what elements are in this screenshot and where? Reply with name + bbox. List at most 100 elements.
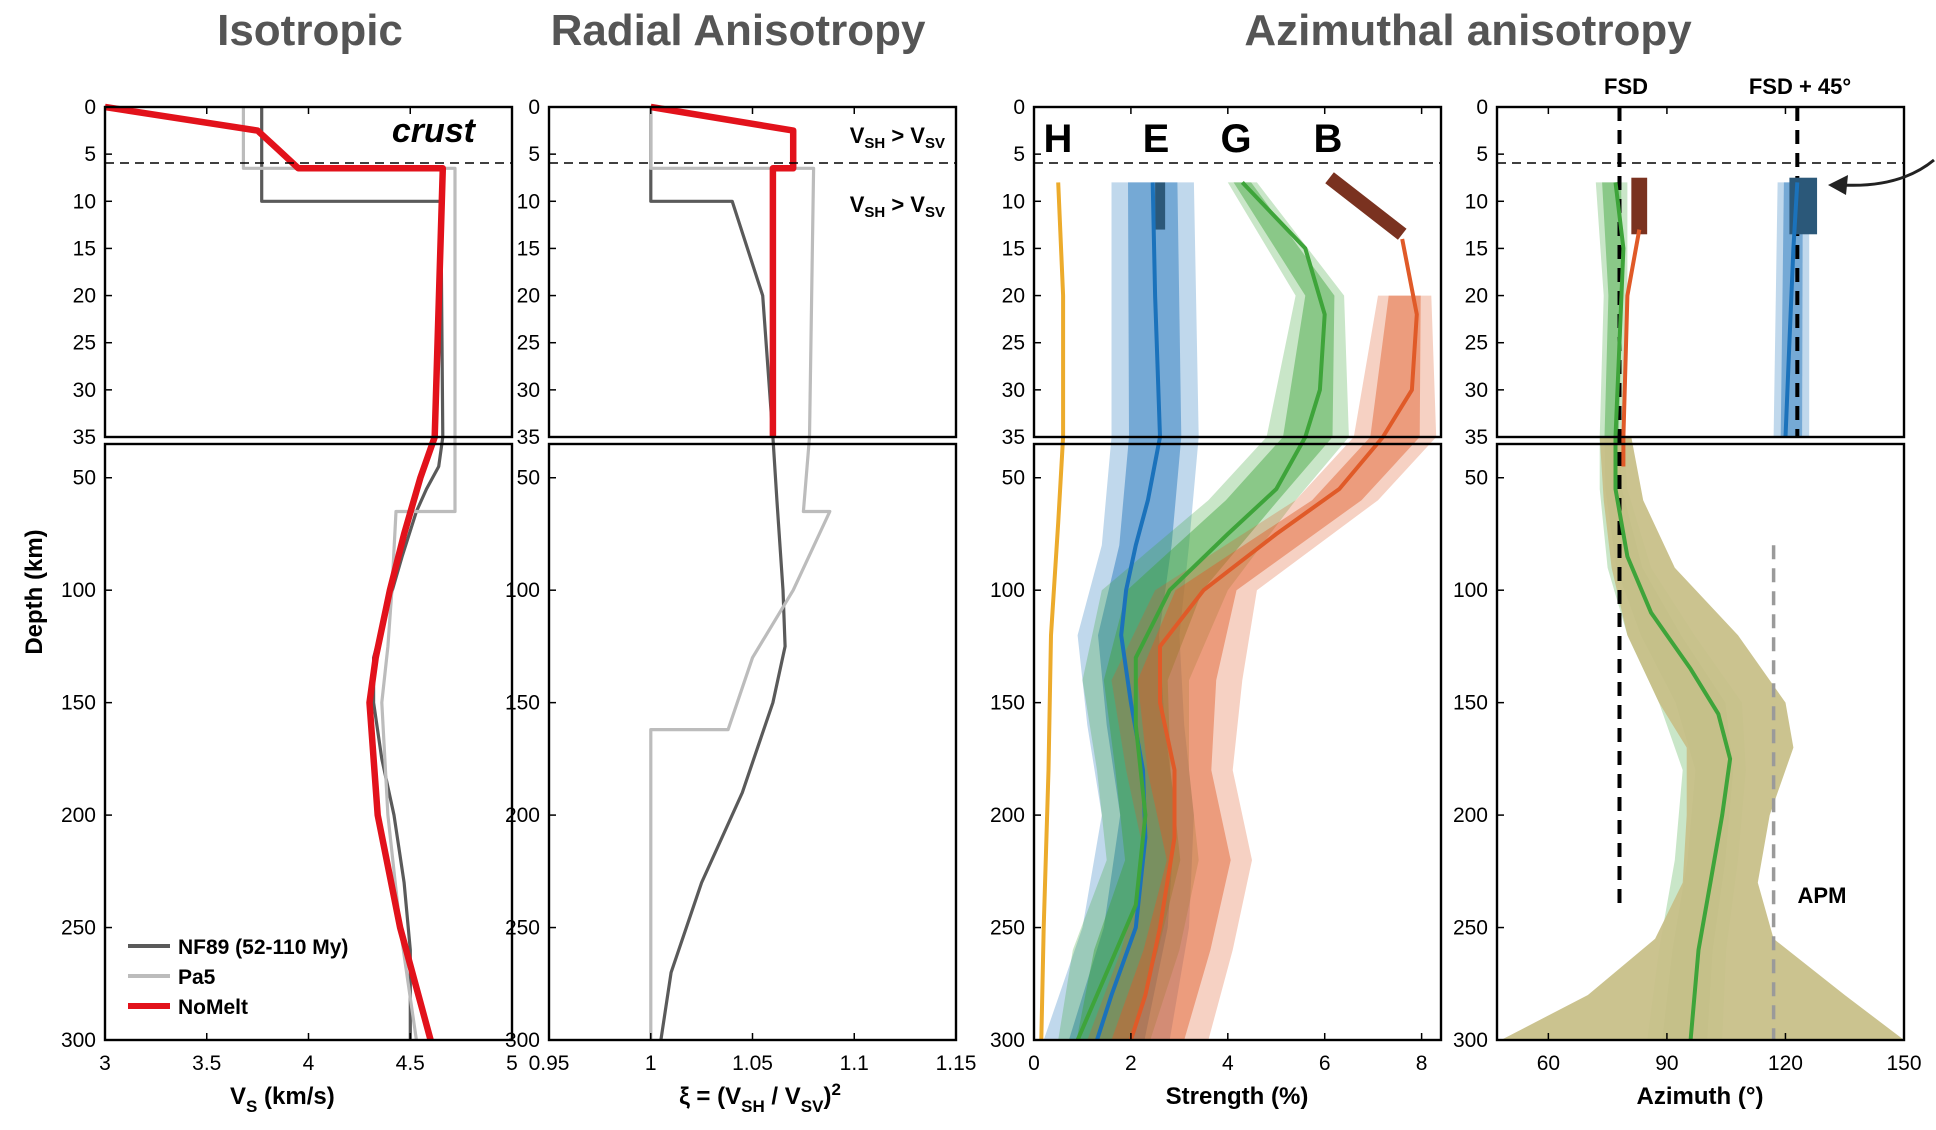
x-tick-label-strength: 4 [1222,1052,1234,1075]
title-radial: Radial Anisotropy [551,6,926,55]
xlabel-strength: Strength (%) [1166,1083,1309,1110]
x-tick-label-isotropic: 5 [506,1052,518,1075]
x-tick-label-radial: 1.15 [936,1052,977,1075]
depth-tick-label-strength: 50 [1002,467,1025,490]
x-tick-label-strength: 8 [1416,1052,1428,1075]
depth-tick-label-strength: 5 [1013,143,1025,166]
depth-tick-label-radial: 15 [517,237,540,260]
x-tick-label-azimuth: 90 [1655,1052,1678,1075]
xlabel-xi: ξ = (VSH / VSV)2 [679,1080,841,1116]
depth-tick-label-radial: 20 [517,285,540,308]
panel-frame-strength-shallow [1032,105,1443,439]
depth-tick-label-radial: 10 [517,190,540,213]
x-tick-label-strength: 6 [1319,1052,1331,1075]
series-line-strength-b [1128,238,1419,1041]
panel-frame-azimuth-deep [1495,442,1906,1042]
x-tick-label-isotropic: 3.5 [192,1052,221,1075]
depth-axis-label: Depth (km) [21,529,48,654]
x-tick-label-isotropic: 4.5 [396,1052,425,1075]
depth-tick-label-azimuth: 50 [1465,467,1488,490]
x-tick-label-azimuth: 60 [1537,1052,1560,1075]
depth-tick-label-azimuth: 5 [1476,143,1488,166]
depth-tick-label-strength: 35 [1002,426,1025,449]
depth-tick-label-radial: 100 [505,579,540,602]
axis-ticks: 0510152025303550100150200250300051015202… [61,96,1922,1075]
legend-label-pa5: Pa5 [178,966,216,989]
legend-label-nf89: NF89 (52-110 My) [178,936,348,959]
legend-label-nomelt: NoMelt [178,996,248,1019]
depth-tick-label-azimuth: 10 [1465,190,1488,213]
depth-tick-label-strength: 30 [1002,379,1025,402]
depth-tick-label-azimuth: 15 [1465,237,1488,260]
depth-tick-label-strength: 250 [990,917,1025,940]
depth-tick-label-strength: 0 [1013,96,1025,119]
depth-tick-label-radial: 50 [517,467,540,490]
band-strength-b [1087,295,1437,1041]
depth-tick-label-isotropic: 0 [84,96,96,119]
crust-label: crust [392,112,477,150]
letter-b: B [1314,117,1343,161]
depth-tick-label-strength: 20 [1002,285,1025,308]
band-azimuth-apm [1501,437,1904,1040]
xlabel-azimuth: Azimuth (°) [1637,1083,1764,1110]
series-line-radial-pa5 [649,107,832,1040]
data-lines [104,103,1818,1041]
title-isotropic: Isotropic [217,6,403,55]
depth-tick-label-isotropic: 15 [73,237,96,260]
depth-tick-label-strength: 10 [1002,190,1025,213]
x-tick-label-azimuth: 150 [1886,1052,1921,1075]
depth-tick-label-strength: 15 [1002,237,1025,260]
depth-tick-label-azimuth: 0 [1476,96,1488,119]
x-tick-label-radial: 1.1 [840,1052,869,1075]
depth-tick-label-azimuth: 150 [1453,692,1488,715]
depth-tick-label-radial: 5 [528,143,540,166]
depth-tick-label-strength: 150 [990,692,1025,715]
x-tick-label-azimuth: 120 [1768,1052,1803,1075]
depth-tick-label-azimuth: 100 [1453,579,1488,602]
x-tick-label-radial: 1.05 [732,1052,773,1075]
depth-tick-label-isotropic: 200 [61,804,96,827]
depth-tick-label-strength: 300 [990,1029,1025,1052]
series-line-isotropic-pa5 [241,107,457,1041]
x-tick-label-strength: 2 [1125,1052,1137,1075]
depth-tick-label-isotropic: 250 [61,917,96,940]
depth-tick-label-strength: 100 [990,579,1025,602]
fsd-bar-strength-e [1155,182,1166,230]
x-tick-label-radial: 1 [645,1052,657,1075]
series-line-azimuth-g [1613,182,1733,1041]
depth-tick-label-isotropic: 10 [73,190,96,213]
fsd45-label: FSD + 45° [1749,74,1851,99]
depth-tick-label-radial: 25 [517,332,540,355]
depth-tick-label-azimuth: 200 [1453,804,1488,827]
depth-tick-label-isotropic: 5 [84,143,96,166]
depth-tick-label-azimuth: 300 [1453,1029,1488,1052]
series-line-strength-g [1075,181,1327,1041]
fsd-bar-strength-b [1325,172,1407,240]
letter-h: H [1044,117,1073,161]
depth-tick-label-strength: 200 [990,804,1025,827]
series-line-radial-nf89-52-110-my- [649,107,787,1041]
fsd-label: FSD [1604,74,1648,99]
depth-tick-label-azimuth: 25 [1465,332,1488,355]
series-line-azimuth-b [1621,229,1642,467]
panel-frame-strength-deep [1032,442,1443,1042]
series-line-isotropic-nf89-52-110-my- [260,107,445,1040]
panel-frame-azimuth-shallow [1495,105,1906,439]
letter-g: G [1220,117,1251,161]
title-azimuthal: Azimuthal anisotropy [1244,6,1692,55]
depth-tick-label-strength: 25 [1002,332,1025,355]
depth-tick-label-isotropic: 150 [61,692,96,715]
depth-tick-label-radial: 30 [517,379,540,402]
confidence-bands [1043,182,1904,1041]
panel-frame-isotropic-deep [103,442,514,1042]
depth-tick-label-radial: 35 [517,426,540,449]
vsh-gt-vsv-crust-label: VSH > VSV [850,123,945,152]
depth-tick-label-isotropic: 35 [73,426,96,449]
x-tick-label-strength: 0 [1028,1052,1040,1075]
depth-tick-label-isotropic: 300 [61,1029,96,1052]
depth-tick-label-azimuth: 30 [1465,379,1488,402]
panel-frame-radial-deep [547,442,958,1042]
fsd-bar-azimuth-b [1631,177,1648,235]
band-strength-g [1058,182,1349,1040]
